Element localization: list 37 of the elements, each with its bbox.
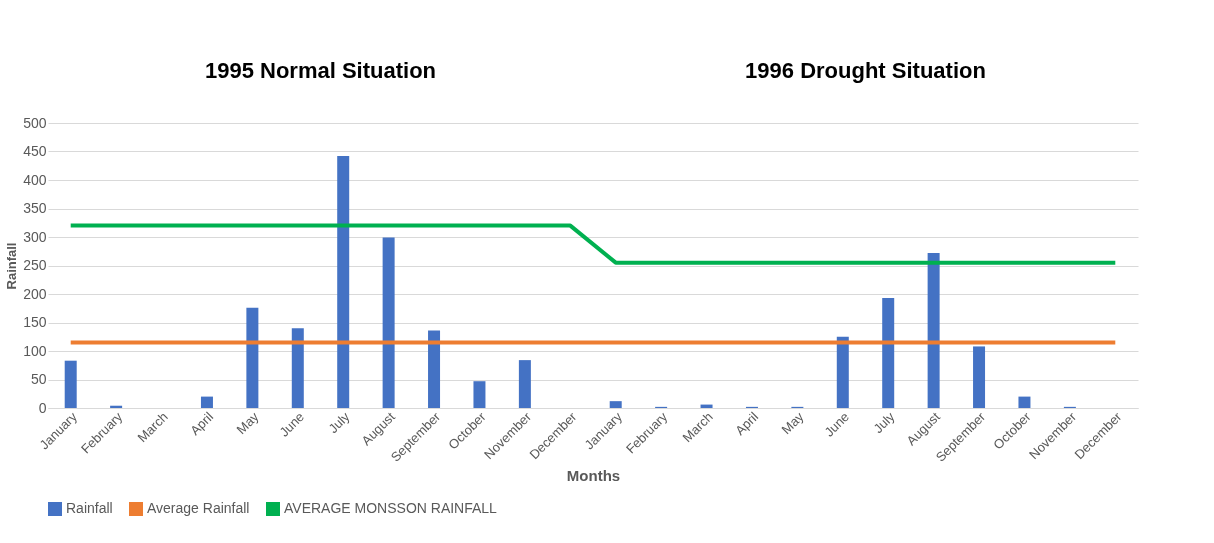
- bar: [882, 297, 895, 408]
- x-tick-label: May: [233, 408, 262, 438]
- bar: [518, 360, 531, 408]
- y-tick-label: 100: [23, 342, 47, 359]
- bar: [609, 401, 622, 408]
- text: 1996 Drought Situation: [745, 58, 986, 83]
- x-tick-label: May: [778, 408, 807, 438]
- bar: [64, 360, 77, 408]
- y-tick-label: 150: [23, 314, 47, 330]
- y-tick-label: 0: [38, 399, 47, 416]
- bar: [246, 307, 259, 408]
- y-tick-label: 450: [23, 143, 47, 159]
- bar: [428, 330, 441, 408]
- bar: [473, 381, 486, 408]
- x-axis-title: Months: [566, 466, 621, 484]
- bar: [337, 156, 350, 408]
- y-tick-label: 350: [23, 200, 47, 216]
- y-tick-label: 250: [23, 257, 47, 273]
- y-tick-label: 200: [23, 285, 47, 302]
- bar: [836, 336, 849, 408]
- y-tick-label: 50: [30, 371, 47, 387]
- legend-label: AVERAGE MONSSON RAINFALL: [284, 500, 498, 516]
- legend-label: Average Rainfall: [147, 500, 250, 516]
- bar: [973, 346, 986, 408]
- bar: [291, 328, 304, 408]
- bar: [927, 252, 940, 408]
- legend-label: Rainfall: [66, 500, 113, 516]
- y-tick-label: 300: [23, 228, 47, 245]
- y-axis-title: Rainfall: [4, 242, 20, 290]
- x-tick-label: July: [325, 408, 353, 437]
- y-tick-label: 500: [23, 114, 47, 131]
- bar: [382, 237, 395, 408]
- bar: [1018, 396, 1031, 408]
- bar: [200, 396, 213, 408]
- y-tick-label: 400: [23, 171, 47, 188]
- x-tick-label: July: [870, 408, 898, 437]
- text: 1995 Normal Situation: [204, 58, 437, 83]
